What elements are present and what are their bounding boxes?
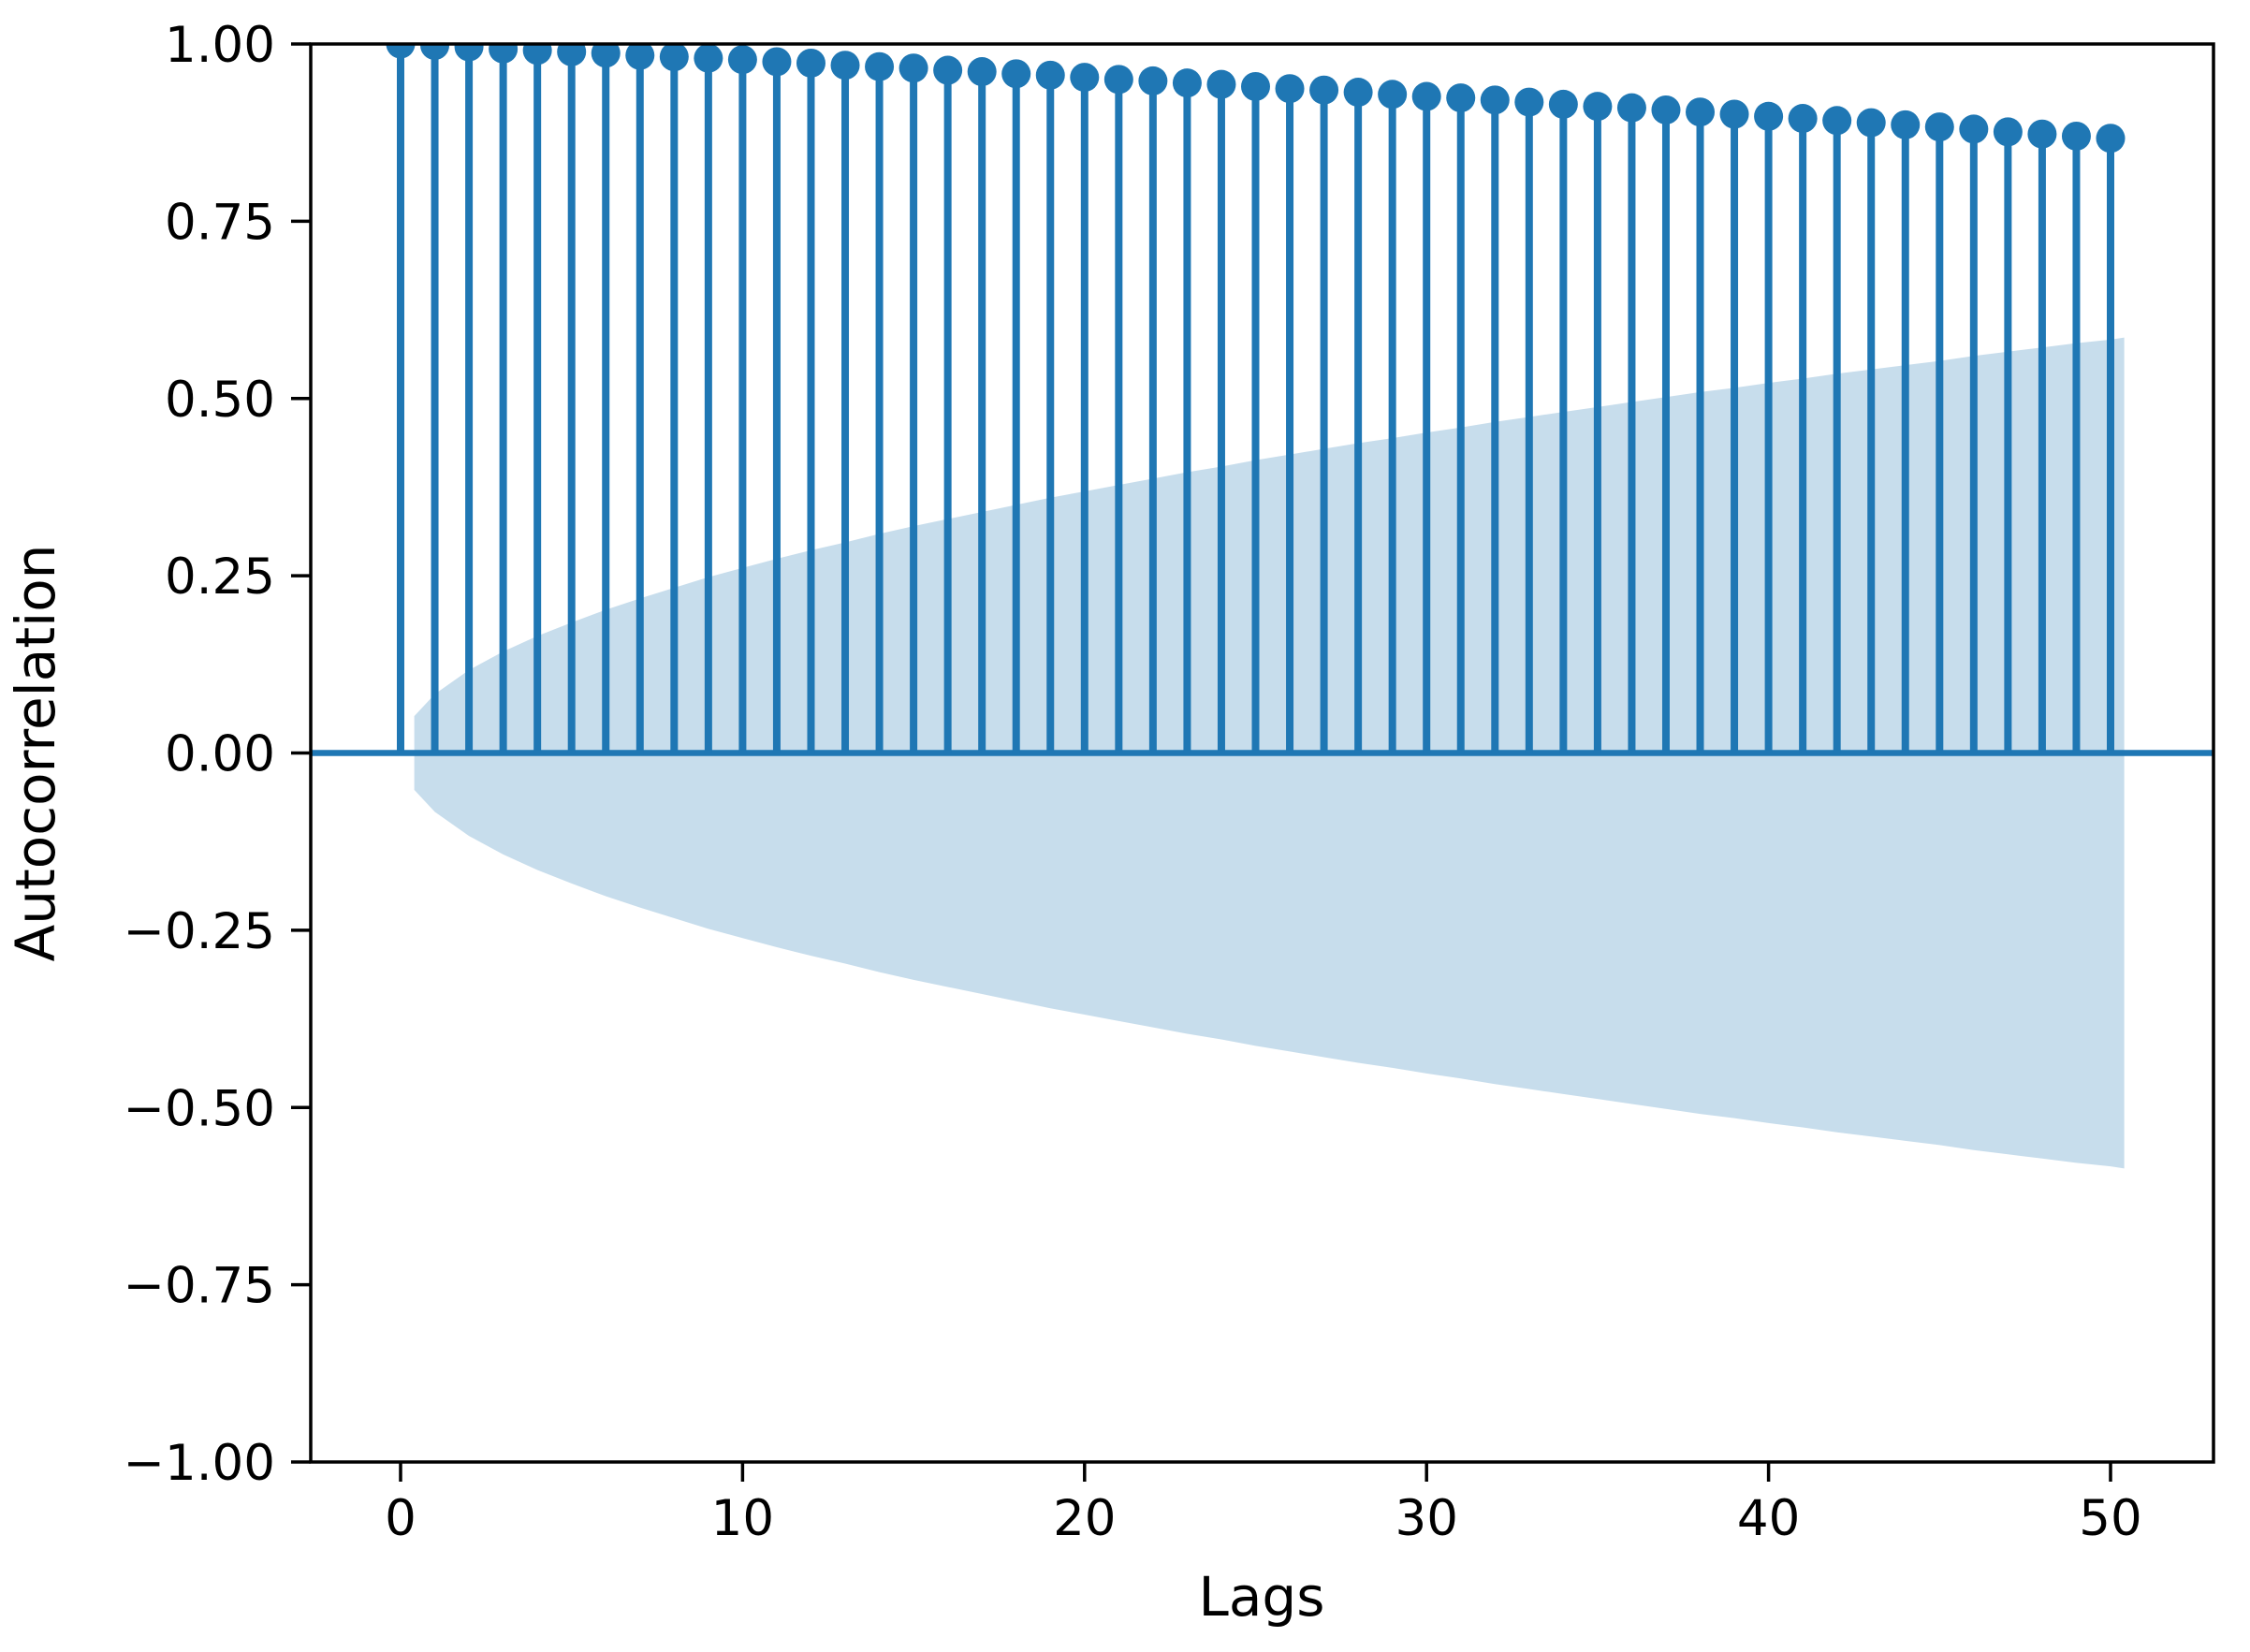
acf-marker-lag-7 [625,44,655,70]
acf-marker-lag-13 [830,51,860,80]
acf-marker-lag-17 [967,57,997,87]
acf-marker-lag-12 [796,48,825,78]
acf-marker-lag-6 [591,44,621,68]
acf-marker-lag-24 [1206,69,1236,99]
acf-marker-lag-5 [557,44,587,66]
y-tick-label: 0.75 [165,194,275,251]
acf-marker-lag-45 [1924,112,1954,142]
acf-marker-lag-22 [1138,66,1168,95]
y-tick-label: −0.50 [124,1080,275,1137]
stems [397,44,2114,753]
acf-marker-lag-14 [865,51,895,81]
acf-marker-lag-50 [2096,124,2126,154]
acf-marker-lag-16 [933,55,963,85]
acf-marker-lag-46 [1959,114,1989,144]
y-tick-label: 0.00 [165,726,275,783]
acf-marker-lag-36 [1616,93,1646,123]
x-tick-label: 10 [711,1490,774,1547]
acf-marker-lag-23 [1172,68,1202,98]
acf-marker-lag-21 [1103,65,1133,95]
acf-marker-lag-8 [659,44,689,72]
acf-marker-lag-47 [1993,117,2023,147]
acf-marker-lag-38 [1686,97,1716,127]
acf-marker-lag-26 [1275,74,1305,104]
y-tick-label: −0.25 [124,903,275,960]
acf-marker-lag-34 [1548,89,1578,119]
acf-marker-lag-4 [522,44,552,66]
acf-marker-lag-35 [1583,92,1613,122]
y-axis-label: Autocorrelation [4,545,67,962]
acf-marker-lag-19 [1035,60,1065,90]
acf-marker-lag-42 [1822,106,1852,136]
y-tick-label: 1.00 [165,17,275,74]
x-tick-label: 0 [385,1490,416,1547]
x-axis-label: Lags [1199,1565,1325,1629]
acf-marker-lag-39 [1719,99,1749,129]
acf-marker-lag-0 [386,44,416,59]
acf-marker-lag-40 [1754,101,1784,131]
acf-marker-lag-49 [2061,121,2091,151]
acf-marker-lag-10 [727,45,757,75]
acf-marker-lag-11 [762,47,792,77]
acf-marker-lag-33 [1514,87,1544,117]
y-tick-label: −0.75 [124,1258,275,1315]
x-tick-label: 40 [1737,1490,1800,1547]
acf-marker-lag-48 [2027,119,2057,149]
x-tick-label: 50 [2079,1490,2141,1547]
acf-marker-lag-25 [1241,71,1270,101]
acf-marker-lag-27 [1309,75,1339,105]
acf-marker-lag-28 [1343,78,1373,108]
y-tick-label: 0.50 [165,372,275,429]
x-ticks: 0 10 20 30 40 50 [385,1462,2142,1547]
acf-marker-lag-41 [1788,104,1818,134]
acf-marker-lag-44 [1891,110,1921,139]
markers [386,44,2126,154]
x-tick-label: 30 [1395,1490,1457,1547]
y-ticks: 1.00 0.75 0.50 0.25 0.00 −0.25 −0.50 −0.75 −1.00 [124,17,311,1492]
y-tick-label: −1.00 [124,1435,275,1492]
acf-marker-lag-30 [1411,81,1441,111]
acf-marker-lag-15 [899,53,928,83]
acf-marker-lag-32 [1480,85,1510,115]
acf-marker-lag-29 [1378,80,1408,110]
y-tick-label: 0.25 [165,548,275,606]
acf-marker-lag-2 [454,44,484,62]
acf-marker-lag-37 [1651,95,1681,124]
acf-marker-lag-31 [1446,83,1476,113]
acf-marker-lag-18 [1001,59,1031,89]
x-tick-label: 20 [1053,1490,1116,1547]
acf-marker-lag-3 [489,44,519,64]
acf-marker-lag-20 [1070,63,1100,93]
acf-marker-lag-43 [1856,108,1886,138]
acf-marker-lag-1 [420,44,450,61]
acf-marker-lag-9 [694,44,723,73]
